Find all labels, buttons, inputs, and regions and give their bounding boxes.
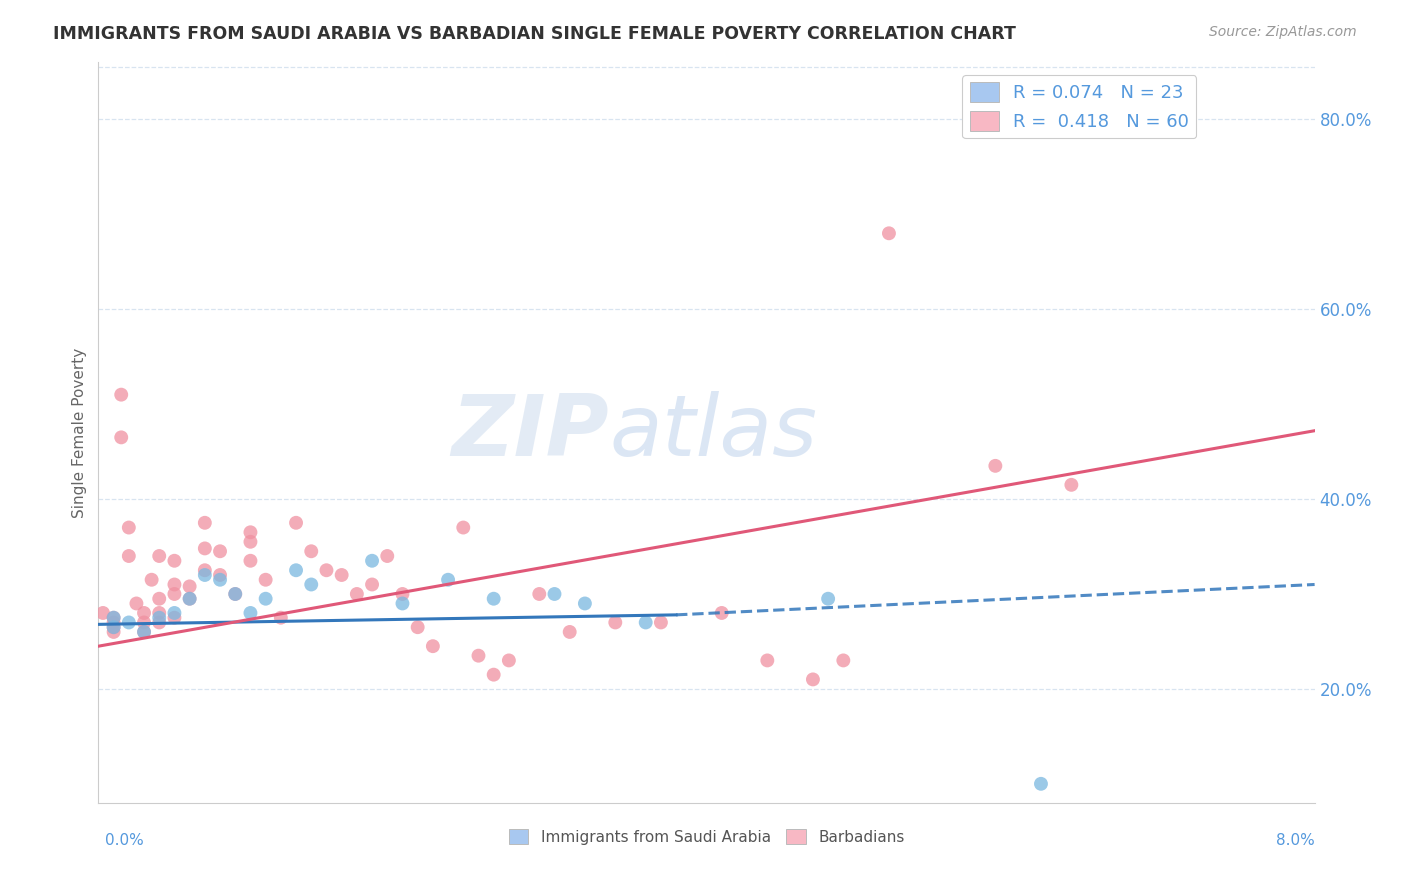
Point: [224, 587, 246, 601]
Point: [194, 568, 217, 582]
Point: [132, 615, 155, 630]
Point: [148, 606, 170, 620]
Point: [406, 620, 429, 634]
Point: [163, 606, 186, 620]
Point: [163, 610, 186, 624]
Point: [194, 516, 217, 530]
Point: [285, 516, 308, 530]
Point: [1029, 777, 1052, 791]
Point: [163, 577, 186, 591]
Point: [163, 554, 186, 568]
Point: [391, 587, 413, 601]
Point: [498, 653, 520, 667]
Text: 0.0%: 0.0%: [105, 833, 145, 847]
Point: [574, 597, 596, 611]
Point: [346, 587, 368, 601]
Point: [299, 577, 322, 591]
Point: [756, 653, 779, 667]
Point: [391, 597, 413, 611]
Point: [529, 587, 551, 601]
Point: [103, 620, 125, 634]
Point: [103, 620, 125, 634]
Point: [361, 554, 384, 568]
Point: [132, 624, 155, 639]
Point: [239, 525, 262, 540]
Point: [270, 610, 292, 624]
Point: [543, 587, 565, 601]
Point: [103, 610, 125, 624]
Point: [239, 554, 262, 568]
Point: [148, 549, 170, 563]
Point: [103, 615, 125, 630]
Point: [118, 549, 141, 563]
Point: [605, 615, 627, 630]
Point: [209, 573, 232, 587]
Point: [315, 563, 337, 577]
Point: [141, 573, 163, 587]
Point: [710, 606, 733, 620]
Point: [125, 597, 148, 611]
Point: [132, 624, 155, 639]
Point: [817, 591, 839, 606]
Point: [832, 653, 855, 667]
Point: [103, 610, 125, 624]
Point: [801, 673, 824, 687]
Point: [650, 615, 672, 630]
Legend: Immigrants from Saudi Arabia, Barbadians: Immigrants from Saudi Arabia, Barbadians: [502, 823, 911, 851]
Point: [194, 563, 217, 577]
Point: [361, 577, 384, 591]
Point: [209, 568, 232, 582]
Point: [467, 648, 489, 663]
Point: [209, 544, 232, 558]
Point: [179, 591, 201, 606]
Point: [110, 387, 132, 401]
Point: [239, 606, 262, 620]
Point: [148, 610, 170, 624]
Text: atlas: atlas: [609, 391, 817, 475]
Point: [179, 591, 201, 606]
Point: [422, 639, 444, 653]
Point: [224, 587, 246, 601]
Text: 8.0%: 8.0%: [1275, 833, 1315, 847]
Y-axis label: Single Female Poverty: Single Female Poverty: [72, 348, 87, 517]
Point: [194, 541, 217, 556]
Point: [984, 458, 1007, 473]
Point: [103, 624, 125, 639]
Text: Source: ZipAtlas.com: Source: ZipAtlas.com: [1209, 25, 1357, 39]
Point: [254, 591, 277, 606]
Point: [482, 667, 505, 681]
Point: [375, 549, 398, 563]
Point: [254, 573, 277, 587]
Point: [482, 591, 505, 606]
Point: [299, 544, 322, 558]
Text: IMMIGRANTS FROM SAUDI ARABIA VS BARBADIAN SINGLE FEMALE POVERTY CORRELATION CHAR: IMMIGRANTS FROM SAUDI ARABIA VS BARBADIA…: [53, 25, 1017, 43]
Point: [91, 606, 114, 620]
Point: [110, 430, 132, 444]
Point: [179, 579, 201, 593]
Point: [558, 624, 581, 639]
Point: [285, 563, 308, 577]
Point: [239, 534, 262, 549]
Point: [118, 520, 141, 534]
Point: [453, 520, 475, 534]
Point: [148, 591, 170, 606]
Point: [148, 615, 170, 630]
Point: [163, 587, 186, 601]
Point: [118, 615, 141, 630]
Point: [132, 606, 155, 620]
Point: [330, 568, 353, 582]
Point: [877, 227, 900, 241]
Text: ZIP: ZIP: [451, 391, 609, 475]
Point: [634, 615, 657, 630]
Point: [1060, 478, 1083, 492]
Point: [437, 573, 460, 587]
